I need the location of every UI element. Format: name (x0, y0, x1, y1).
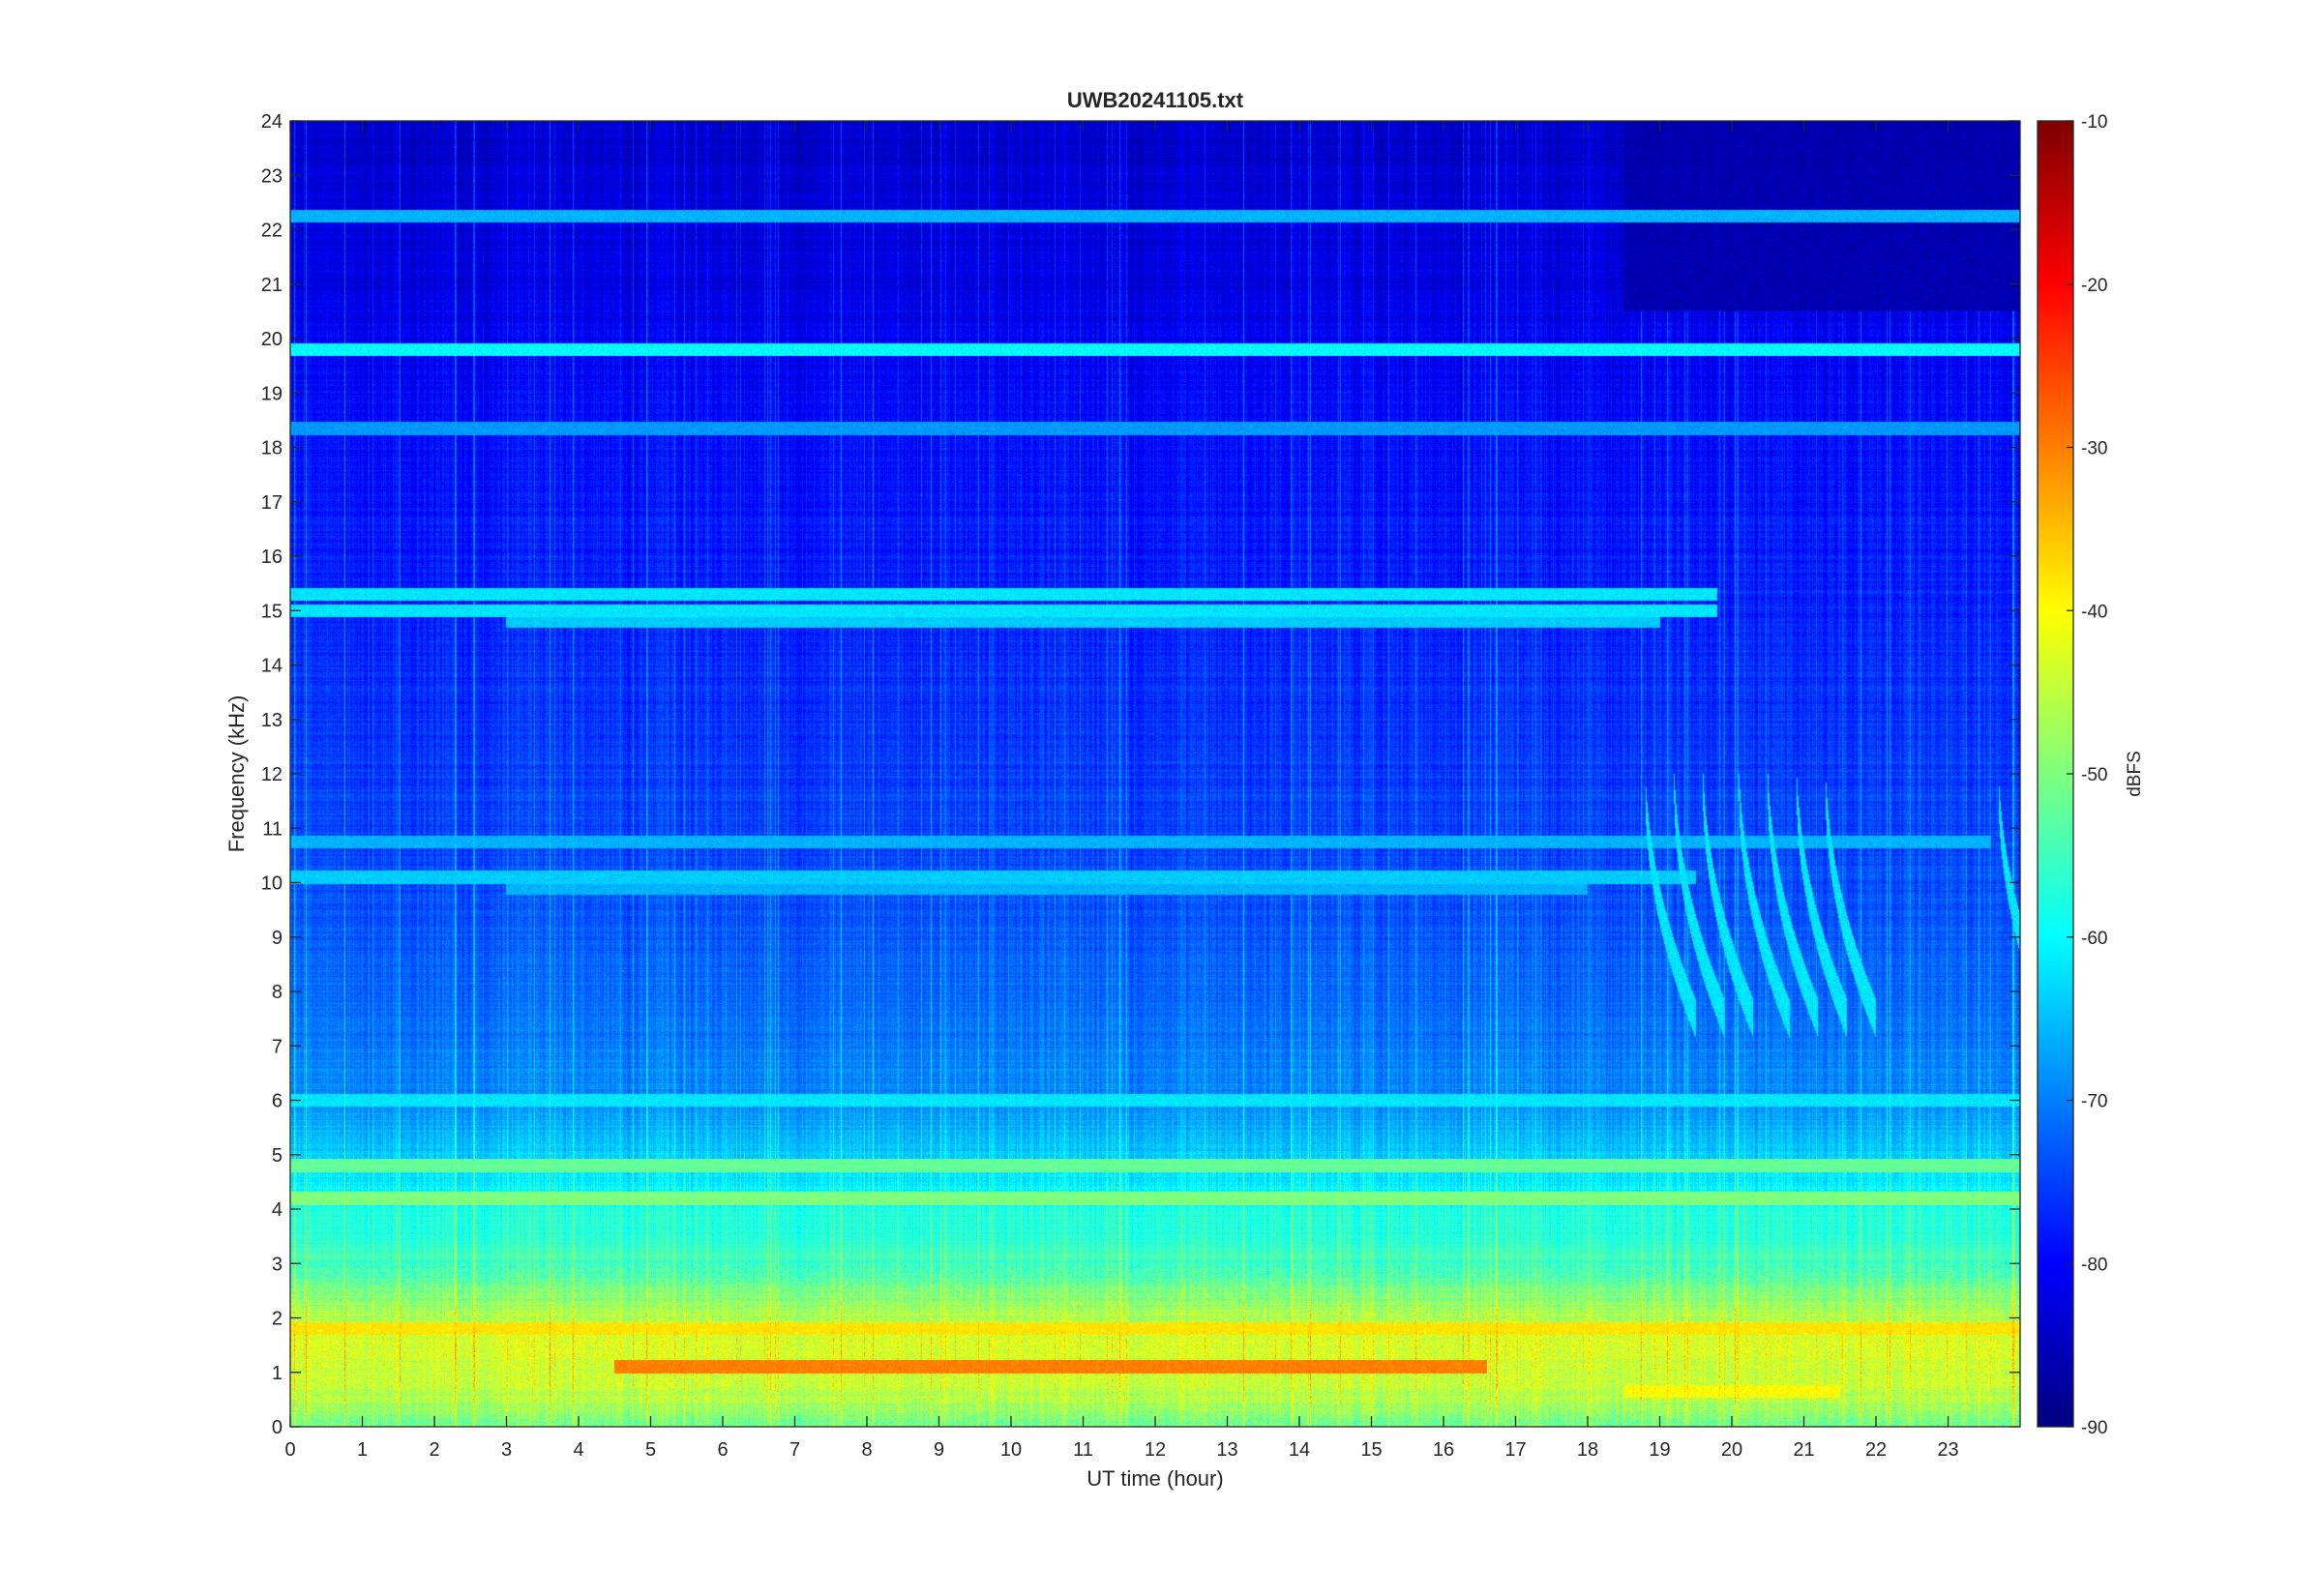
y-tick-label: 19 (261, 383, 283, 404)
x-tick-label: 9 (934, 1439, 944, 1461)
x-tick-label: 16 (1433, 1439, 1454, 1461)
colorbar-tick-label: -20 (2081, 276, 2107, 296)
x-tick-label: 6 (717, 1439, 728, 1461)
x-tick-label: 8 (861, 1439, 872, 1461)
x-tick-label: 12 (1145, 1439, 1166, 1461)
x-tick-label: 4 (573, 1439, 583, 1461)
y-tick-label: 20 (261, 329, 283, 350)
x-tick-label: 13 (1216, 1439, 1237, 1461)
y-tick-label: 4 (272, 1199, 283, 1221)
colorbar-tick-label: -90 (2081, 1418, 2107, 1438)
y-tick-label: 2 (272, 1309, 283, 1330)
x-tick-label: 22 (1865, 1439, 1887, 1461)
x-axis-label: UT time (hour) (1087, 1466, 1223, 1491)
chart-title: UWB20241105.txt (1067, 88, 1244, 112)
y-tick-label: 7 (272, 1036, 283, 1057)
y-tick-label: 3 (272, 1254, 283, 1275)
x-axis-ticks: 0 1 2 3 4 5 6 7 8 9 10 11 12 13 14 15 16 17 18 19 20 21 22 23 (284, 121, 1959, 1461)
y-tick-label: 16 (261, 547, 283, 568)
y-tick-label: 22 (261, 221, 283, 242)
x-tick-label: 2 (429, 1439, 439, 1461)
colorbar-tick-label: -70 (2081, 1092, 2107, 1112)
plot-frame (289, 120, 2021, 1428)
colorbar-tick-label: -30 (2081, 439, 2107, 459)
colorbar-tick-label: -80 (2081, 1255, 2107, 1275)
x-tick-label: 14 (1289, 1439, 1310, 1461)
colorbar-tick-label: -40 (2081, 602, 2107, 622)
y-axis-label: Frequency (kHz) (224, 695, 249, 853)
x-tick-label: 10 (1000, 1439, 1022, 1461)
x-tick-label: 20 (1721, 1439, 1742, 1461)
y-tick-label: 6 (272, 1091, 283, 1112)
x-tick-label: 19 (1649, 1439, 1670, 1461)
x-tick-label: 3 (501, 1439, 512, 1461)
y-tick-label: 21 (261, 275, 283, 296)
y-tick-label: 18 (261, 438, 283, 459)
colorbar-tick-label: -10 (2081, 112, 2107, 133)
y-tick-label: 8 (272, 982, 283, 1003)
colorbar-tick-label: -50 (2081, 765, 2107, 785)
x-tick-label: 23 (1937, 1439, 1958, 1461)
x-tick-label: 17 (1504, 1439, 1526, 1461)
x-tick-label: 21 (1793, 1439, 1814, 1461)
y-tick-label: 1 (272, 1363, 283, 1384)
y-tick-label: 15 (261, 601, 283, 622)
x-tick-label: 18 (1577, 1439, 1598, 1461)
x-tick-label: 11 (1073, 1439, 1093, 1461)
y-tick-label: 13 (261, 710, 283, 731)
y-tick-label: 17 (261, 492, 283, 514)
x-tick-label: 15 (1360, 1439, 1382, 1461)
spectrogram-image (290, 121, 2020, 1427)
y-tick-label: 0 (272, 1417, 283, 1438)
y-tick-label: 5 (272, 1145, 283, 1167)
colorbar-label: dBFS (2125, 751, 2145, 797)
y-tick-label: 12 (261, 764, 283, 785)
x-tick-label: 5 (645, 1439, 656, 1461)
colorbar-tick-label: -60 (2081, 929, 2107, 949)
y-tick-label: 24 (261, 111, 283, 133)
y-tick-label: 10 (261, 873, 283, 895)
colorbar-ticks: -10 -20 -30 -40 -50 -60 -70 -80 -90 (2067, 112, 2107, 1438)
x-tick-label: 1 (357, 1439, 368, 1461)
y-tick-label: 23 (261, 165, 283, 187)
x-tick-label: 7 (789, 1439, 800, 1461)
x-tick-label: 0 (284, 1439, 295, 1461)
y-tick-label: 11 (262, 818, 283, 840)
y-tick-label: 9 (272, 928, 283, 949)
y-tick-label: 14 (261, 656, 283, 677)
